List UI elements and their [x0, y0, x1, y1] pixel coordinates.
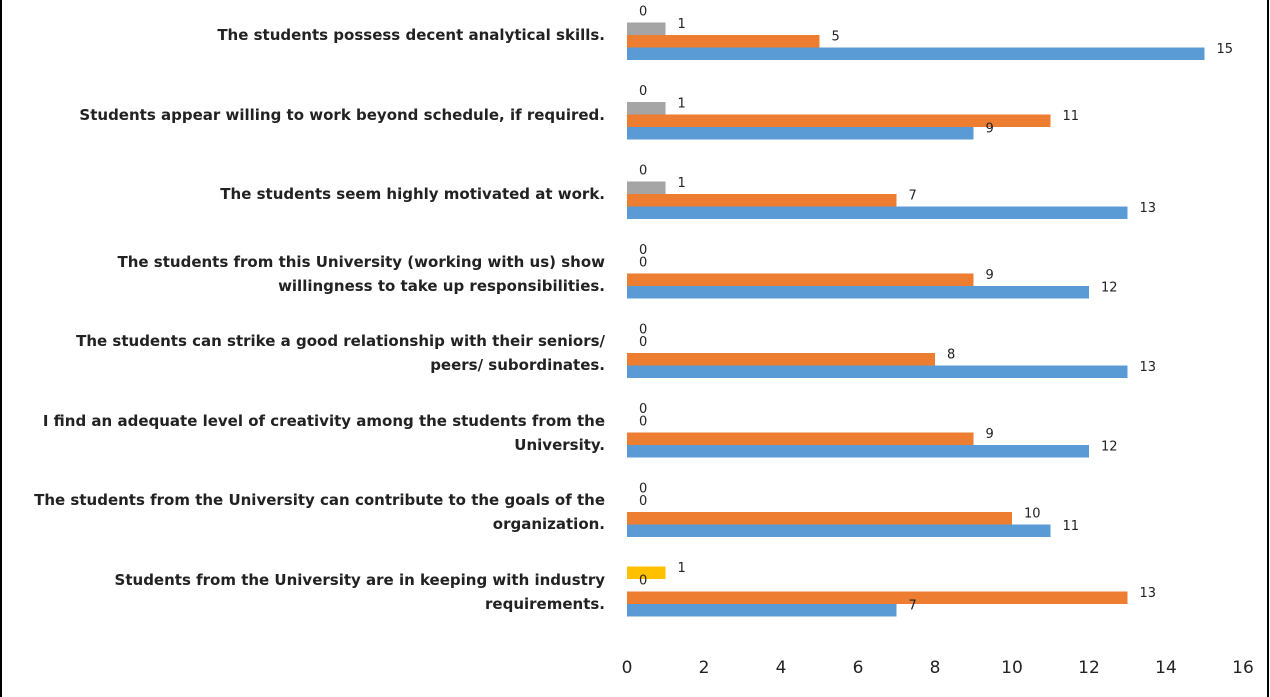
bar — [627, 181, 666, 194]
data-label: 0 — [639, 415, 647, 430]
bar — [627, 22, 666, 35]
data-label: 0 — [639, 494, 647, 509]
data-label: 0 — [639, 402, 647, 417]
bar — [627, 524, 1051, 537]
bar — [627, 353, 935, 366]
data-label: 9 — [986, 122, 994, 137]
data-label: 0 — [639, 243, 647, 258]
x-tick-label: 8 — [930, 658, 941, 678]
data-label: 9 — [986, 268, 994, 283]
data-label: 0 — [639, 323, 647, 338]
x-tick-label: 10 — [1001, 658, 1023, 678]
data-label: 11 — [1063, 519, 1080, 534]
data-label: 0 — [639, 5, 647, 20]
data-label: 13 — [1140, 360, 1157, 375]
data-label: 1 — [678, 97, 686, 112]
bar — [627, 512, 1012, 525]
data-label: 12 — [1101, 440, 1118, 455]
data-label: 11 — [1063, 109, 1080, 124]
category-label: I find an adequate level of creativity a… — [42, 411, 605, 454]
bar — [627, 114, 1051, 127]
x-tick-label: 4 — [776, 658, 787, 678]
data-label: 0 — [639, 574, 647, 589]
bar — [627, 432, 974, 445]
data-label: 7 — [909, 189, 917, 204]
data-label: 9 — [986, 427, 994, 442]
data-label: 10 — [1024, 507, 1041, 522]
x-tick-label: 14 — [1155, 658, 1177, 678]
x-tick-label: 16 — [1232, 658, 1254, 678]
data-label: 13 — [1140, 201, 1157, 216]
bar — [627, 365, 1128, 378]
data-label: 12 — [1101, 281, 1118, 296]
bar — [627, 566, 666, 579]
bar — [627, 286, 1089, 299]
data-label: 0 — [639, 256, 647, 271]
data-label: 1 — [678, 561, 686, 576]
data-label: 1 — [678, 176, 686, 191]
category-label: Students from the University are in keep… — [114, 570, 605, 613]
bar — [627, 604, 897, 617]
category-label: Students appear willing to work beyond s… — [79, 105, 605, 124]
category-label: The students seem highly motivated at wo… — [220, 185, 605, 203]
x-tick-label: 6 — [853, 658, 864, 678]
data-label: 13 — [1140, 586, 1157, 601]
bar — [627, 273, 974, 286]
bar — [627, 206, 1128, 219]
bar — [627, 445, 1089, 458]
data-label: 0 — [639, 84, 647, 99]
x-tick-label: 12 — [1078, 658, 1100, 678]
data-label: 0 — [639, 335, 647, 350]
data-label: 8 — [947, 348, 955, 363]
category-label: The students from this University (worki… — [117, 252, 606, 295]
bar — [627, 591, 1128, 604]
bar — [627, 47, 1205, 60]
x-tick-label: 0 — [622, 658, 633, 678]
data-label: 5 — [832, 30, 840, 45]
data-label: 0 — [639, 482, 647, 497]
data-label: 1 — [678, 17, 686, 32]
bar — [627, 35, 820, 48]
data-label: 15 — [1217, 42, 1234, 57]
data-label: 7 — [909, 599, 917, 614]
bar — [627, 194, 897, 207]
bar — [627, 102, 666, 115]
category-label: The students possess decent analytical s… — [217, 26, 605, 44]
category-label: The students can strike a good relations… — [76, 332, 605, 374]
bar — [627, 127, 974, 140]
data-label: 0 — [639, 164, 647, 179]
x-tick-label: 2 — [699, 658, 710, 678]
category-label: The students from the University can con… — [34, 491, 605, 533]
